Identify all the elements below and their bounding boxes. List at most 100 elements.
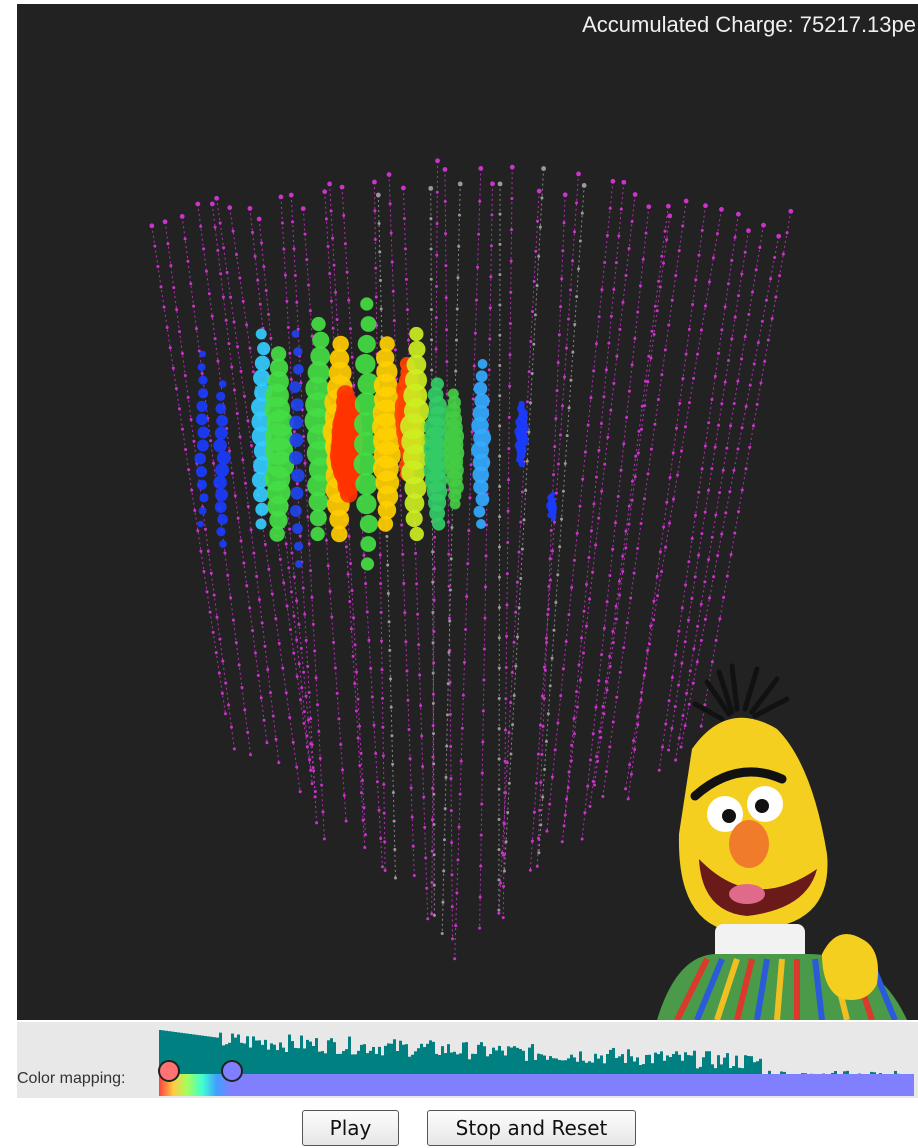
histogram-bin: [870, 1071, 873, 1076]
optical-module: [677, 249, 681, 253]
optical-module: [588, 597, 592, 601]
optical-module: [655, 574, 659, 578]
optical-module: [267, 567, 271, 571]
optical-module: [610, 178, 616, 184]
color-max-slider-handle[interactable]: [221, 1060, 243, 1082]
optical-module: [478, 166, 484, 171]
optical-module: [446, 682, 450, 686]
histogram-bin: [438, 1055, 441, 1076]
optical-module: [558, 545, 562, 549]
hit-sphere: [357, 334, 376, 354]
optical-module: [432, 567, 436, 571]
optical-module: [192, 439, 196, 443]
optical-module: [554, 417, 558, 421]
optical-module: [667, 699, 671, 703]
optical-module: [502, 821, 506, 825]
optical-module: [608, 745, 612, 749]
optical-module: [498, 273, 502, 277]
histogram-bin: [672, 1053, 675, 1076]
optical-module: [537, 851, 541, 855]
hit-sphere: [196, 400, 208, 412]
histogram-bin: [681, 1060, 684, 1076]
optical-module: [510, 228, 514, 232]
stop-and-reset-button[interactable]: Stop and Reset: [427, 1110, 636, 1146]
optical-module: [223, 712, 227, 716]
histogram-bin: [744, 1055, 747, 1076]
optical-module: [539, 780, 543, 784]
hit-sphere: [253, 369, 271, 387]
histogram-bin: [267, 1049, 270, 1076]
optical-module: [575, 295, 579, 299]
optical-module: [556, 721, 560, 725]
optical-module: [646, 204, 652, 210]
optical-module: [355, 670, 359, 674]
optical-module: [467, 529, 471, 533]
optical-module: [572, 732, 576, 736]
histogram-bin: [510, 1047, 513, 1076]
histogram-bin: [414, 1051, 417, 1076]
optical-module: [373, 237, 377, 241]
optical-module: [380, 865, 384, 869]
optical-module: [149, 223, 155, 229]
optical-module: [737, 510, 741, 514]
optical-module: [710, 660, 714, 664]
color-gradient-strip: [159, 1074, 231, 1096]
optical-module: [597, 315, 601, 319]
optical-module: [549, 529, 553, 533]
optical-module: [361, 778, 365, 782]
optical-module: [295, 674, 299, 678]
optical-module: [307, 690, 311, 694]
histogram-bin: [564, 1060, 567, 1076]
optical-module: [718, 491, 722, 495]
play-button[interactable]: Play: [302, 1110, 399, 1146]
optical-module: [600, 653, 604, 657]
optical-module: [230, 365, 234, 369]
event-viewer-canvas[interactable]: Accumulated Charge: 75217.13pe: [17, 4, 918, 1020]
optical-module: [671, 451, 675, 455]
histogram-bin: [489, 1053, 492, 1076]
histogram-bin: [588, 1061, 591, 1076]
optical-module: [776, 233, 782, 239]
optical-module: [415, 582, 419, 586]
optical-module: [611, 720, 615, 724]
histogram-bin: [741, 1068, 744, 1076]
optical-module: [664, 722, 668, 726]
optical-module: [342, 793, 346, 797]
optical-module: [326, 564, 330, 568]
optical-module: [672, 497, 676, 501]
optical-module: [240, 686, 244, 690]
hit-sphere: [289, 504, 302, 517]
optical-module: [636, 714, 640, 718]
optical-module: [532, 810, 536, 814]
optical-module: [614, 617, 618, 621]
optical-module: [424, 856, 428, 860]
histogram-bin: [276, 1050, 279, 1076]
optical-module: [652, 599, 656, 603]
optical-module: [288, 192, 294, 198]
optical-module: [539, 823, 543, 827]
optical-module: [243, 708, 247, 712]
optical-module: [626, 797, 630, 801]
optical-module: [329, 209, 333, 213]
optical-module: [497, 727, 501, 731]
optical-module: [581, 477, 585, 481]
optical-module: [594, 543, 598, 547]
optical-module: [732, 468, 736, 472]
optical-module: [594, 705, 598, 709]
optical-module: [612, 287, 616, 291]
histogram-bin: [234, 1037, 237, 1076]
optical-module: [227, 703, 231, 707]
optical-module: [497, 575, 501, 579]
optical-module: [306, 664, 310, 668]
optical-module: [556, 361, 560, 365]
color-min-slider-handle[interactable]: [158, 1060, 180, 1082]
histogram-bin: [465, 1042, 468, 1076]
optical-module: [580, 636, 584, 640]
optical-module: [761, 222, 766, 228]
optical-module: [425, 886, 429, 890]
hit-sphere: [518, 460, 526, 468]
histogram-bin: [189, 1034, 192, 1076]
bert-puppet-image: [657, 663, 907, 1020]
optical-module: [457, 244, 461, 248]
optical-module: [430, 818, 434, 822]
